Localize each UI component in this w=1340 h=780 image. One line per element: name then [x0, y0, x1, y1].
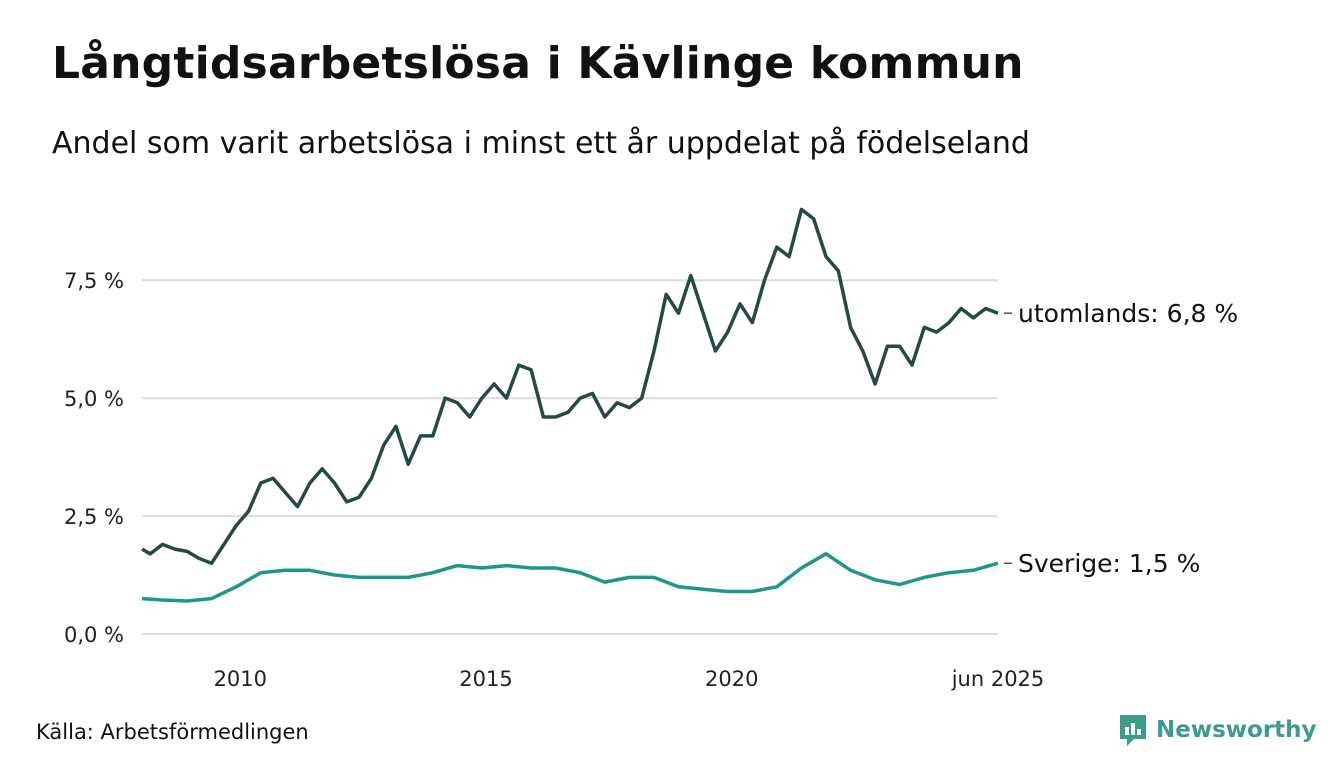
- newsworthy-logo-icon: [1120, 715, 1146, 746]
- source-note: Källa: Arbetsförmedlingen: [36, 720, 309, 744]
- y-tick-label: 0,0 %: [64, 623, 124, 647]
- page-subtitle: Andel som varit arbetslösa i minst ett å…: [52, 126, 1030, 161]
- series-layer: [141, 207, 999, 603]
- x-tick-label: 2020: [705, 667, 758, 691]
- series-line-utomlands: [141, 207, 999, 565]
- series-line-sverige: [141, 552, 999, 603]
- y-tick-label: 5,0 %: [64, 387, 124, 411]
- end-label-utomlands: utomlands: 6,8 %: [1018, 299, 1238, 328]
- end-label-sverige: Sverige: 1,5 %: [1018, 549, 1200, 578]
- grid-layer: [142, 279, 998, 635]
- brand-name: Newsworthy: [1156, 717, 1317, 743]
- y-tick-label: 7,5 %: [64, 269, 124, 293]
- y-tick-label: 2,5 %: [64, 505, 124, 529]
- x-tick-label: jun 2025: [951, 667, 1045, 691]
- end-labels: utomlands: 6,8 % Sverige: 1,5 %: [1004, 299, 1238, 578]
- brand: Newsworthy: [1118, 713, 1317, 747]
- y-axis: 0,0 % 2,5 % 5,0 % 7,5 %: [64, 269, 124, 647]
- page-title: Långtidsarbetslösa i Kävlinge kommun: [52, 38, 1024, 89]
- line-chart: 0,0 % 2,5 % 5,0 % 7,5 % 2010 2015 2020 jun 202…: [64, 207, 1238, 691]
- x-tick-label: 2010: [214, 667, 267, 691]
- x-axis: 2010 2015 2020 jun 2025: [214, 667, 1045, 691]
- x-tick-label: 2015: [459, 667, 512, 691]
